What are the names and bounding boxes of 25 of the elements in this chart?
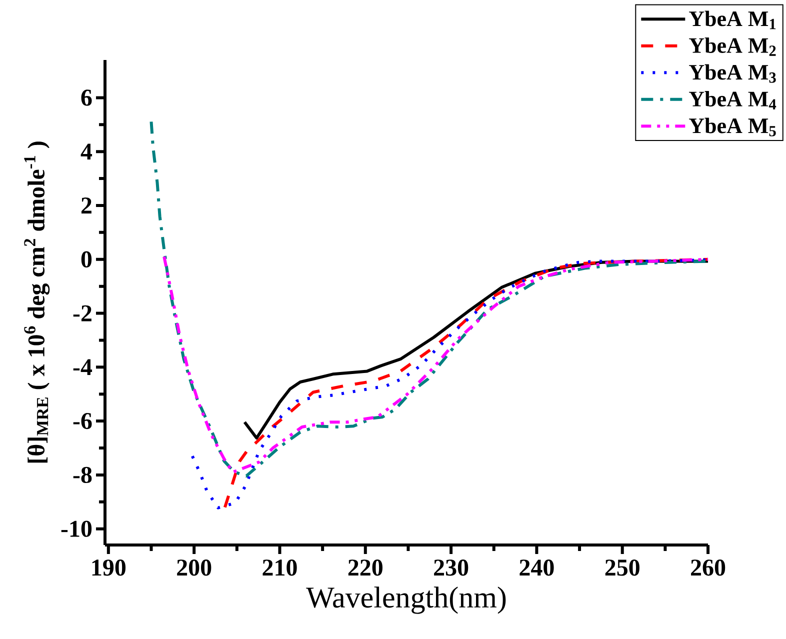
x-tick-label: 260	[691, 560, 726, 576]
x-tick-label: 230	[434, 560, 468, 576]
y-tick-label: -8	[73, 466, 92, 484]
legend-label: YbeA M$_{4}$	[689, 91, 776, 110]
y-tick-label: -6	[73, 412, 92, 430]
y-tick-label: -10	[61, 520, 92, 537]
text: [θ]$_{MRE}$ ( x 10$^{6}$ deg cm$^{2}$ dmole$^{-1}$ )	[24, 142, 50, 463]
line-series	[162, 255, 710, 474]
legend-label: YbeA M$_{2}$	[689, 37, 776, 56]
x-tick-label: 190	[92, 560, 126, 576]
y-tick-label: 2	[81, 198, 92, 214]
legend-label: YbeA M$_{1}$	[689, 10, 776, 30]
y-tick-label: 6	[81, 90, 92, 106]
x-tick-label: 210	[262, 560, 297, 576]
x-tick-label: 240	[520, 560, 554, 576]
y-tick-label: 0	[81, 251, 92, 268]
x-axis-title: Wavelength(nm)	[306, 586, 506, 614]
y-tick-label: -4	[73, 359, 92, 376]
legend-label: YbeA M$_{5}$	[689, 118, 776, 136]
y-tick-label: 4	[80, 144, 92, 160]
x-tick-label: 220	[348, 560, 382, 576]
legend-label: YbeA M$_{3}$	[689, 64, 776, 83]
x-tick-label: 200	[177, 560, 212, 576]
x-tick-label: 250	[605, 560, 640, 576]
y-tick-label: -2	[73, 305, 92, 322]
